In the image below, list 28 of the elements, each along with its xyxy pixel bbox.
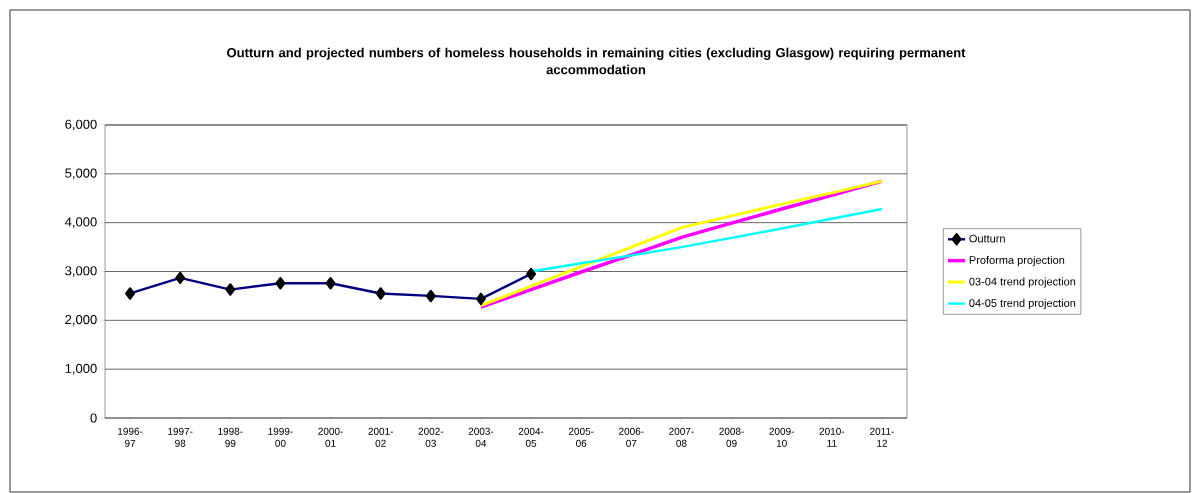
x-tick-label: 2005-06 (568, 427, 594, 447)
x-tick-label: 2008-09 (719, 427, 744, 447)
y-tick-label: 1,000 (65, 363, 97, 375)
y-tick-label: 4,000 (64, 217, 97, 229)
legend-label: Outturn (969, 234, 1005, 243)
x-tick-label: 2006-07 (619, 427, 644, 447)
x-tick-label: 2003-04 (468, 427, 494, 447)
x-tick-label: 2002-03 (418, 427, 444, 447)
x-tick-label: 2010-11 (819, 427, 845, 447)
x-tick-label: 2001-02 (368, 427, 394, 447)
x-tick-label: 1997-98 (168, 427, 193, 447)
x-tick-label: 2007-08 (669, 427, 694, 447)
x-tick-label: 1996-97 (118, 427, 143, 447)
y-tick-label: 0 (90, 413, 97, 423)
legend-label: 04-05 trend projection (969, 298, 1076, 310)
x-tick-label: 2000-01 (318, 427, 343, 447)
chart-title: Outturn and projected numbers of homeless households in remaining cities (excluding Glasgow) requiring permanent accommodation (227, 47, 966, 75)
x-tick-label: 2004-05 (518, 427, 544, 447)
legend-label: 03-04 trend projection (969, 277, 1076, 288)
y-tick-label: 5,000 (65, 168, 97, 180)
x-tick-label: 2009-10 (769, 427, 795, 447)
x-tick-label: 1999-00 (268, 427, 293, 447)
x-tick-label: 1998-99 (218, 427, 243, 447)
legend-label: Proforma projection (969, 255, 1065, 267)
y-tick-label: 2,000 (65, 314, 97, 326)
y-tick-label: 6,000 (65, 119, 97, 131)
y-tick-label: 3,000 (65, 266, 97, 277)
x-tick-label: 2011-12 (870, 427, 894, 447)
